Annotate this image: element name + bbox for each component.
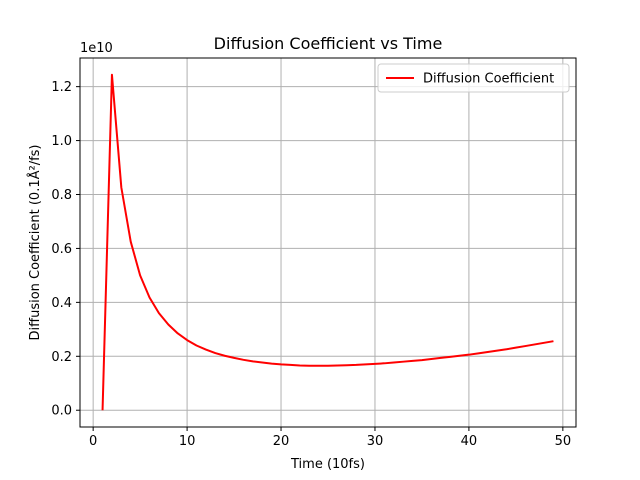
x-tick-label: 10: [179, 434, 196, 449]
ticks: 0 10 20 30 40 50 0.0 0.2 0.4 0.6 0.8 1.0 1.2: [51, 80, 571, 449]
y-tick-label: 0.2: [51, 350, 72, 365]
x-tick-label: 40: [461, 434, 478, 449]
y-tick-label: 0.8: [51, 188, 72, 203]
y-tick-label: 0.0: [51, 404, 72, 419]
series-layer: [101, 73, 554, 411]
x-tick-label: 20: [273, 434, 290, 449]
legend: Diffusion Coefficient: [377, 63, 570, 93]
x-axis-title: Time (10fs): [290, 457, 365, 472]
x-tick-label: 0: [89, 434, 97, 449]
y-tick-label: 1.2: [51, 80, 72, 95]
x-tick-label: 30: [367, 434, 384, 449]
y-axis-title: Diffusion Coefficient (0.1Å²/fs): [27, 144, 43, 340]
x-tick-label: 50: [555, 434, 572, 449]
y-tick-label: 1.0: [51, 134, 72, 149]
grid: [80, 58, 576, 427]
plot-frame: [79, 57, 577, 428]
series-line: [101, 73, 554, 411]
y-axis-offset-label: 1e10: [80, 41, 113, 56]
legend-label: Diffusion Coefficient: [423, 72, 554, 87]
y-tick-label: 0.4: [51, 296, 72, 311]
legend-box: [377, 63, 570, 93]
chart-title: Diffusion Coefficient vs Time: [214, 34, 443, 53]
y-tick-label: 0.6: [51, 242, 72, 257]
